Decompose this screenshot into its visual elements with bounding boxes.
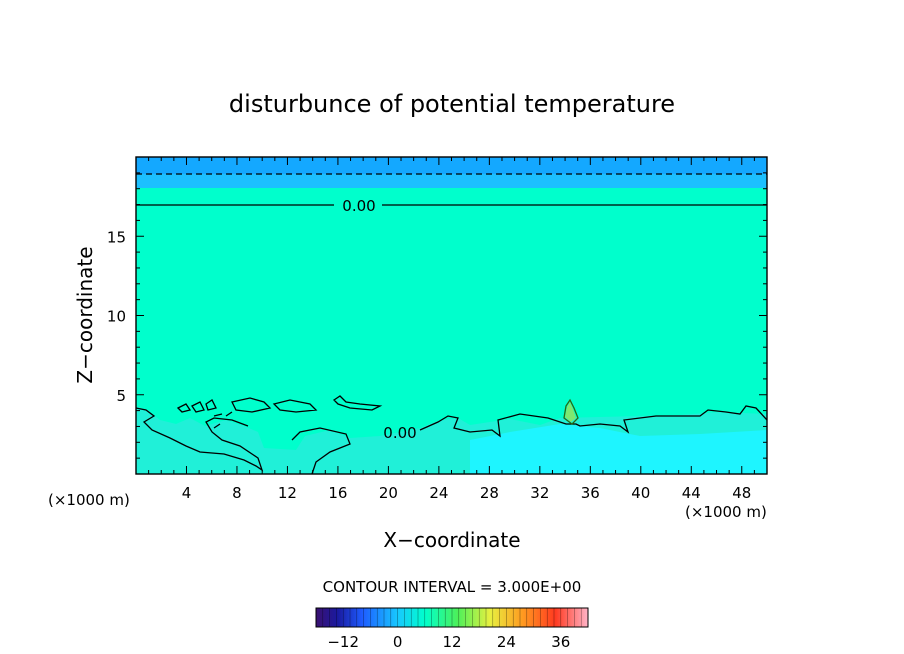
y-tick-label: 5 [116, 387, 126, 405]
low-cyan-patch [470, 424, 767, 474]
x-tick-label: 40 [631, 484, 650, 502]
colorbar-tick-label: 0 [393, 633, 403, 651]
x-tick-label: 36 [581, 484, 600, 502]
x-tick-label: 16 [328, 484, 347, 502]
x-axis-label: X−coordinate [383, 528, 520, 552]
x-tick-label: 32 [530, 484, 549, 502]
y-tick-label: 10 [107, 308, 126, 326]
colorbar-stripes [315, 608, 589, 627]
x-tick-label: 24 [429, 484, 448, 502]
x-ticks [148, 157, 755, 474]
x-tick-label: 48 [732, 484, 751, 502]
y-axis-label: Z−coordinate [73, 246, 97, 383]
warm-spot-contour [563, 398, 579, 425]
x-unit-right: (×1000 m) [685, 503, 767, 521]
contour-lines [135, 173, 768, 475]
contour-interval-text: CONTOUR INTERVAL = 3.000E+00 [323, 578, 582, 596]
x-tick-label: 28 [480, 484, 499, 502]
contour-label-bg-1 [336, 197, 382, 213]
colorbar-tick-labels: −12 0 12 24 36 [327, 633, 570, 651]
x-unit-left: (×1000 m) [48, 491, 130, 509]
x-tick-labels: 4 8 12 16 20 24 28 32 36 40 44 48 [182, 484, 752, 502]
chart-title: disturbunce of potential temperature [229, 90, 675, 118]
upper-band [136, 174, 767, 188]
x-tick-label: 12 [278, 484, 297, 502]
x-tick-label: 4 [182, 484, 192, 502]
top-band [136, 157, 767, 174]
small-contour-islands [176, 395, 383, 429]
colorbar-tick-label: 36 [551, 633, 570, 651]
zero-contour-lower [135, 407, 351, 475]
x-tick-label: 8 [232, 484, 242, 502]
x-tick-label: 20 [379, 484, 398, 502]
contour-label-upper: 0.00 [342, 197, 375, 215]
colorbar-tick-label: 24 [497, 633, 516, 651]
contour-label-lower: 0.00 [383, 424, 416, 442]
y-tick-label: 15 [107, 228, 126, 246]
warm-spot [565, 402, 576, 422]
y-ticks [136, 172, 767, 459]
x-tick-label: 44 [682, 484, 701, 502]
y-tick-labels: 5 10 15 [107, 228, 126, 405]
zero-contour-lower-right [419, 405, 768, 438]
colorbar-tick-label: 12 [442, 633, 461, 651]
colorbar-tick-label: −12 [327, 633, 359, 651]
field-fill [136, 157, 767, 474]
